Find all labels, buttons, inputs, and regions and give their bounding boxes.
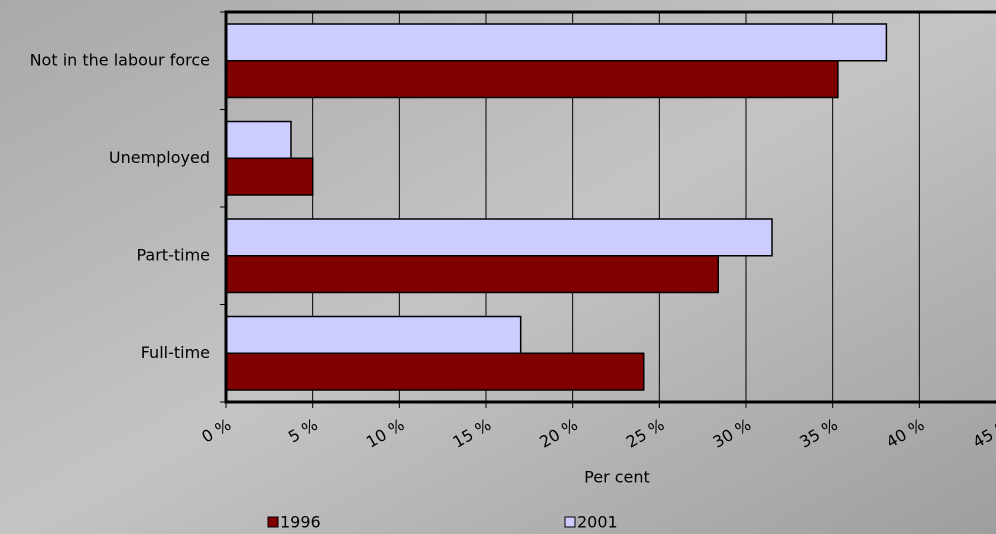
y-tick-label: Full-time [141,343,210,362]
bar [225,255,720,294]
y-tick-label: Not in the labour force [30,50,210,69]
legend-swatch [564,516,576,528]
legend-label: 1996 [280,513,321,532]
bar [225,157,314,196]
bar [225,352,645,391]
legend-label: 2001 [577,513,618,532]
bar [225,315,522,354]
y-tick-label: Unemployed [109,148,210,167]
bar [225,60,839,99]
legend-swatch [267,516,279,528]
y-tick-label: Part-time [136,245,210,264]
plot-frame [224,10,996,404]
bar [225,120,292,159]
bar [225,218,773,257]
bar [225,23,888,62]
x-axis-title: Per cent [584,468,650,487]
